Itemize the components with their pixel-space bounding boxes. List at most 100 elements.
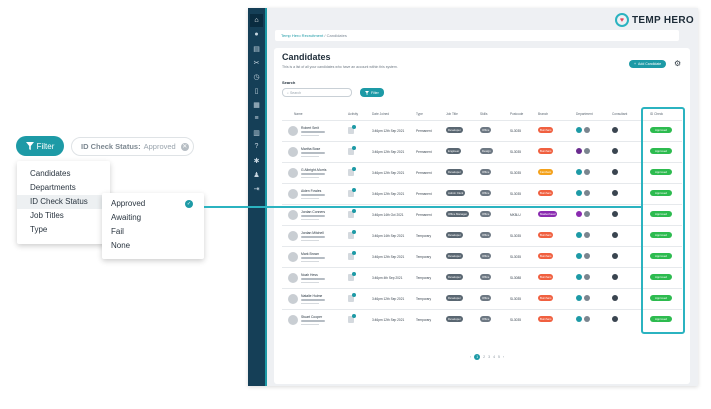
search-input[interactable]: ⌕ Search [282, 88, 352, 97]
calendar-icon[interactable]: ▦ [253, 101, 260, 109]
activity-icon[interactable] [348, 253, 354, 260]
col-department[interactable]: Department [576, 112, 593, 116]
candidate-name[interactable]: Noah Hess [301, 273, 318, 277]
col-id-check[interactable]: ID Check [650, 112, 664, 116]
clock-icon[interactable]: ◷ [253, 73, 260, 81]
page-2[interactable]: 2 [483, 355, 486, 359]
candidate-name[interactable]: Jordan Conners [301, 210, 326, 214]
col-consultant[interactable]: Consultant [612, 112, 628, 116]
candidate-name[interactable]: G Albright-Morris [301, 168, 327, 172]
type: Permanent [416, 171, 432, 175]
activity-icon[interactable] [348, 232, 354, 239]
candidate-phone [301, 135, 319, 136]
department-dot [576, 232, 582, 238]
activity-icon[interactable] [348, 316, 354, 323]
table-row[interactable]: Noah Hess 3:46pm 4th Sep 2021 Temporary Dev… [282, 267, 682, 288]
activity-icon[interactable] [348, 295, 354, 302]
next-page-icon[interactable]: › [502, 355, 505, 359]
team-icon[interactable]: ● [254, 31, 259, 38]
plus-icon: + [634, 62, 637, 66]
activity-icon[interactable] [348, 274, 354, 281]
candidate-name[interactable]: Robert Smit [301, 126, 319, 130]
id-check-column-highlight [641, 107, 685, 334]
candidate-name[interactable]: Natalie Hulme [301, 294, 323, 298]
table-row[interactable]: Martha Bose 3:46pm 12th Sep 2021 Permanent… [282, 141, 682, 162]
menu-item-candidates[interactable]: Candidates [30, 169, 71, 178]
chip-value: Approved [143, 142, 176, 151]
page-5[interactable]: 5 [498, 355, 500, 359]
submenu-item-none[interactable]: None [111, 241, 131, 250]
table-row[interactable]: Aiden Fowles 3:46pm 12th Sep 2021 Permanen… [282, 183, 682, 204]
col-type[interactable]: Type [416, 112, 423, 116]
candidate-name[interactable]: Mark Brown [301, 252, 320, 256]
skill-pill: Office [480, 274, 492, 280]
candidate-name[interactable]: Martha Bose [301, 147, 321, 151]
filter-button[interactable]: Filter [16, 136, 64, 156]
col-activity[interactable]: Activity [348, 112, 359, 116]
col-postcode[interactable]: Postcode [510, 112, 524, 116]
department-count [584, 190, 590, 196]
table-row[interactable]: Stuart Cooper 3:46pm 12th Sep 2021 Tempora… [282, 309, 682, 330]
col-date-joined[interactable]: Date Joined [372, 112, 390, 116]
candidate-email [301, 152, 325, 154]
submenu-item-awaiting[interactable]: Awaiting [111, 213, 142, 222]
date-joined: 3:46pm 12th Sep 2021 [372, 150, 405, 154]
candidate-name[interactable]: Stuart Cooper [301, 315, 323, 319]
page-3[interactable]: 3 [488, 355, 491, 359]
col-skills[interactable]: Skills [480, 112, 488, 116]
menu-item-job-titles[interactable]: Job Titles [30, 211, 64, 220]
table-row[interactable]: Robert Smit 3:46pm 12th Sep 2021 Permanent… [282, 120, 682, 141]
id-check-status-badge: Approved [650, 232, 672, 238]
table-row[interactable]: Mark Brown 3:46pm 12th Sep 2021 Temporary D… [282, 246, 682, 267]
table-row[interactable]: Jordan Conners 3:46pm 14th Oct 2021 Perman… [282, 204, 682, 225]
candidate-name[interactable]: Aiden Fowles [301, 189, 322, 193]
search-placeholder: Search [289, 91, 302, 95]
gear-icon[interactable]: ⚙ [674, 59, 682, 68]
building-icon[interactable]: ▥ [253, 129, 260, 137]
prev-page-icon[interactable]: ‹ [470, 355, 472, 359]
breadcrumb-parent[interactable]: Temp Hero Recruitment [281, 33, 324, 38]
table-row[interactable]: Natalie Hulme 3:46pm 12th Sep 2021 Tempora… [282, 288, 682, 309]
active-filter-chip[interactable]: ID Check Status: Approved ✕ [71, 137, 194, 156]
skill-pill: Office [480, 295, 492, 301]
list-icon[interactable]: ▤ [253, 45, 260, 53]
table-filter-button[interactable]: Filter [360, 88, 384, 97]
phone-icon[interactable]: ▯ [254, 87, 259, 95]
home-icon[interactable]: ⌂ [250, 14, 263, 27]
add-candidate-button[interactable]: + Add Candidate [629, 60, 667, 68]
submenu-item-fail[interactable]: Fail [111, 227, 124, 236]
col-branch[interactable]: Branch [538, 112, 549, 116]
menu-item-type[interactable]: Type [30, 225, 48, 234]
activity-icon[interactable] [348, 148, 354, 155]
settings-icon[interactable]: ✱ [253, 157, 260, 165]
menu-item-id-check-status[interactable]: ID Check Status [17, 195, 110, 209]
candidate-phone [301, 324, 319, 325]
consultant-avatar [612, 316, 618, 322]
activity-icon[interactable] [348, 127, 354, 134]
table-row[interactable]: Jordan Mitchell 3:46pm 14th Sep 2021 Tempo… [282, 225, 682, 246]
sidebar: ⌂ ● ▤ ✂ ◷ ▯ ▦ ≡ ▥ ? ✱ ♟ ⇥ [248, 8, 265, 386]
remove-filter-icon[interactable]: ✕ [180, 142, 189, 151]
user-icon[interactable]: ♟ [253, 171, 260, 179]
table-filter-label: Filter [371, 90, 379, 95]
col-job-title[interactable]: Job Title [446, 112, 458, 116]
activity-icon[interactable] [348, 169, 354, 176]
submenu-item-approved[interactable]: Approved ✓ [102, 197, 204, 211]
col-name[interactable]: Name [294, 112, 303, 116]
table-row[interactable]: G Albright-Morris 3:46pm 12th Sep 2021 Per… [282, 162, 682, 183]
candidate-phone [301, 156, 319, 157]
filter-icon [365, 90, 369, 95]
logout-icon[interactable]: ⇥ [253, 185, 260, 193]
candidate-name[interactable]: Jordan Mitchell [301, 231, 324, 235]
consultant-avatar [612, 127, 618, 133]
help-icon[interactable]: ? [254, 143, 259, 150]
tools-icon[interactable]: ✂ [253, 59, 260, 67]
page-1[interactable]: 1 [474, 354, 481, 360]
page-4[interactable]: 4 [493, 355, 496, 359]
menu-item-departments[interactable]: Departments [30, 183, 76, 192]
activity-icon[interactable] [348, 211, 354, 218]
candidate-phone [301, 198, 319, 199]
activity-icon[interactable] [348, 190, 354, 197]
menu-icon[interactable]: ≡ [254, 115, 259, 122]
postcode: MK8LU [510, 213, 521, 217]
